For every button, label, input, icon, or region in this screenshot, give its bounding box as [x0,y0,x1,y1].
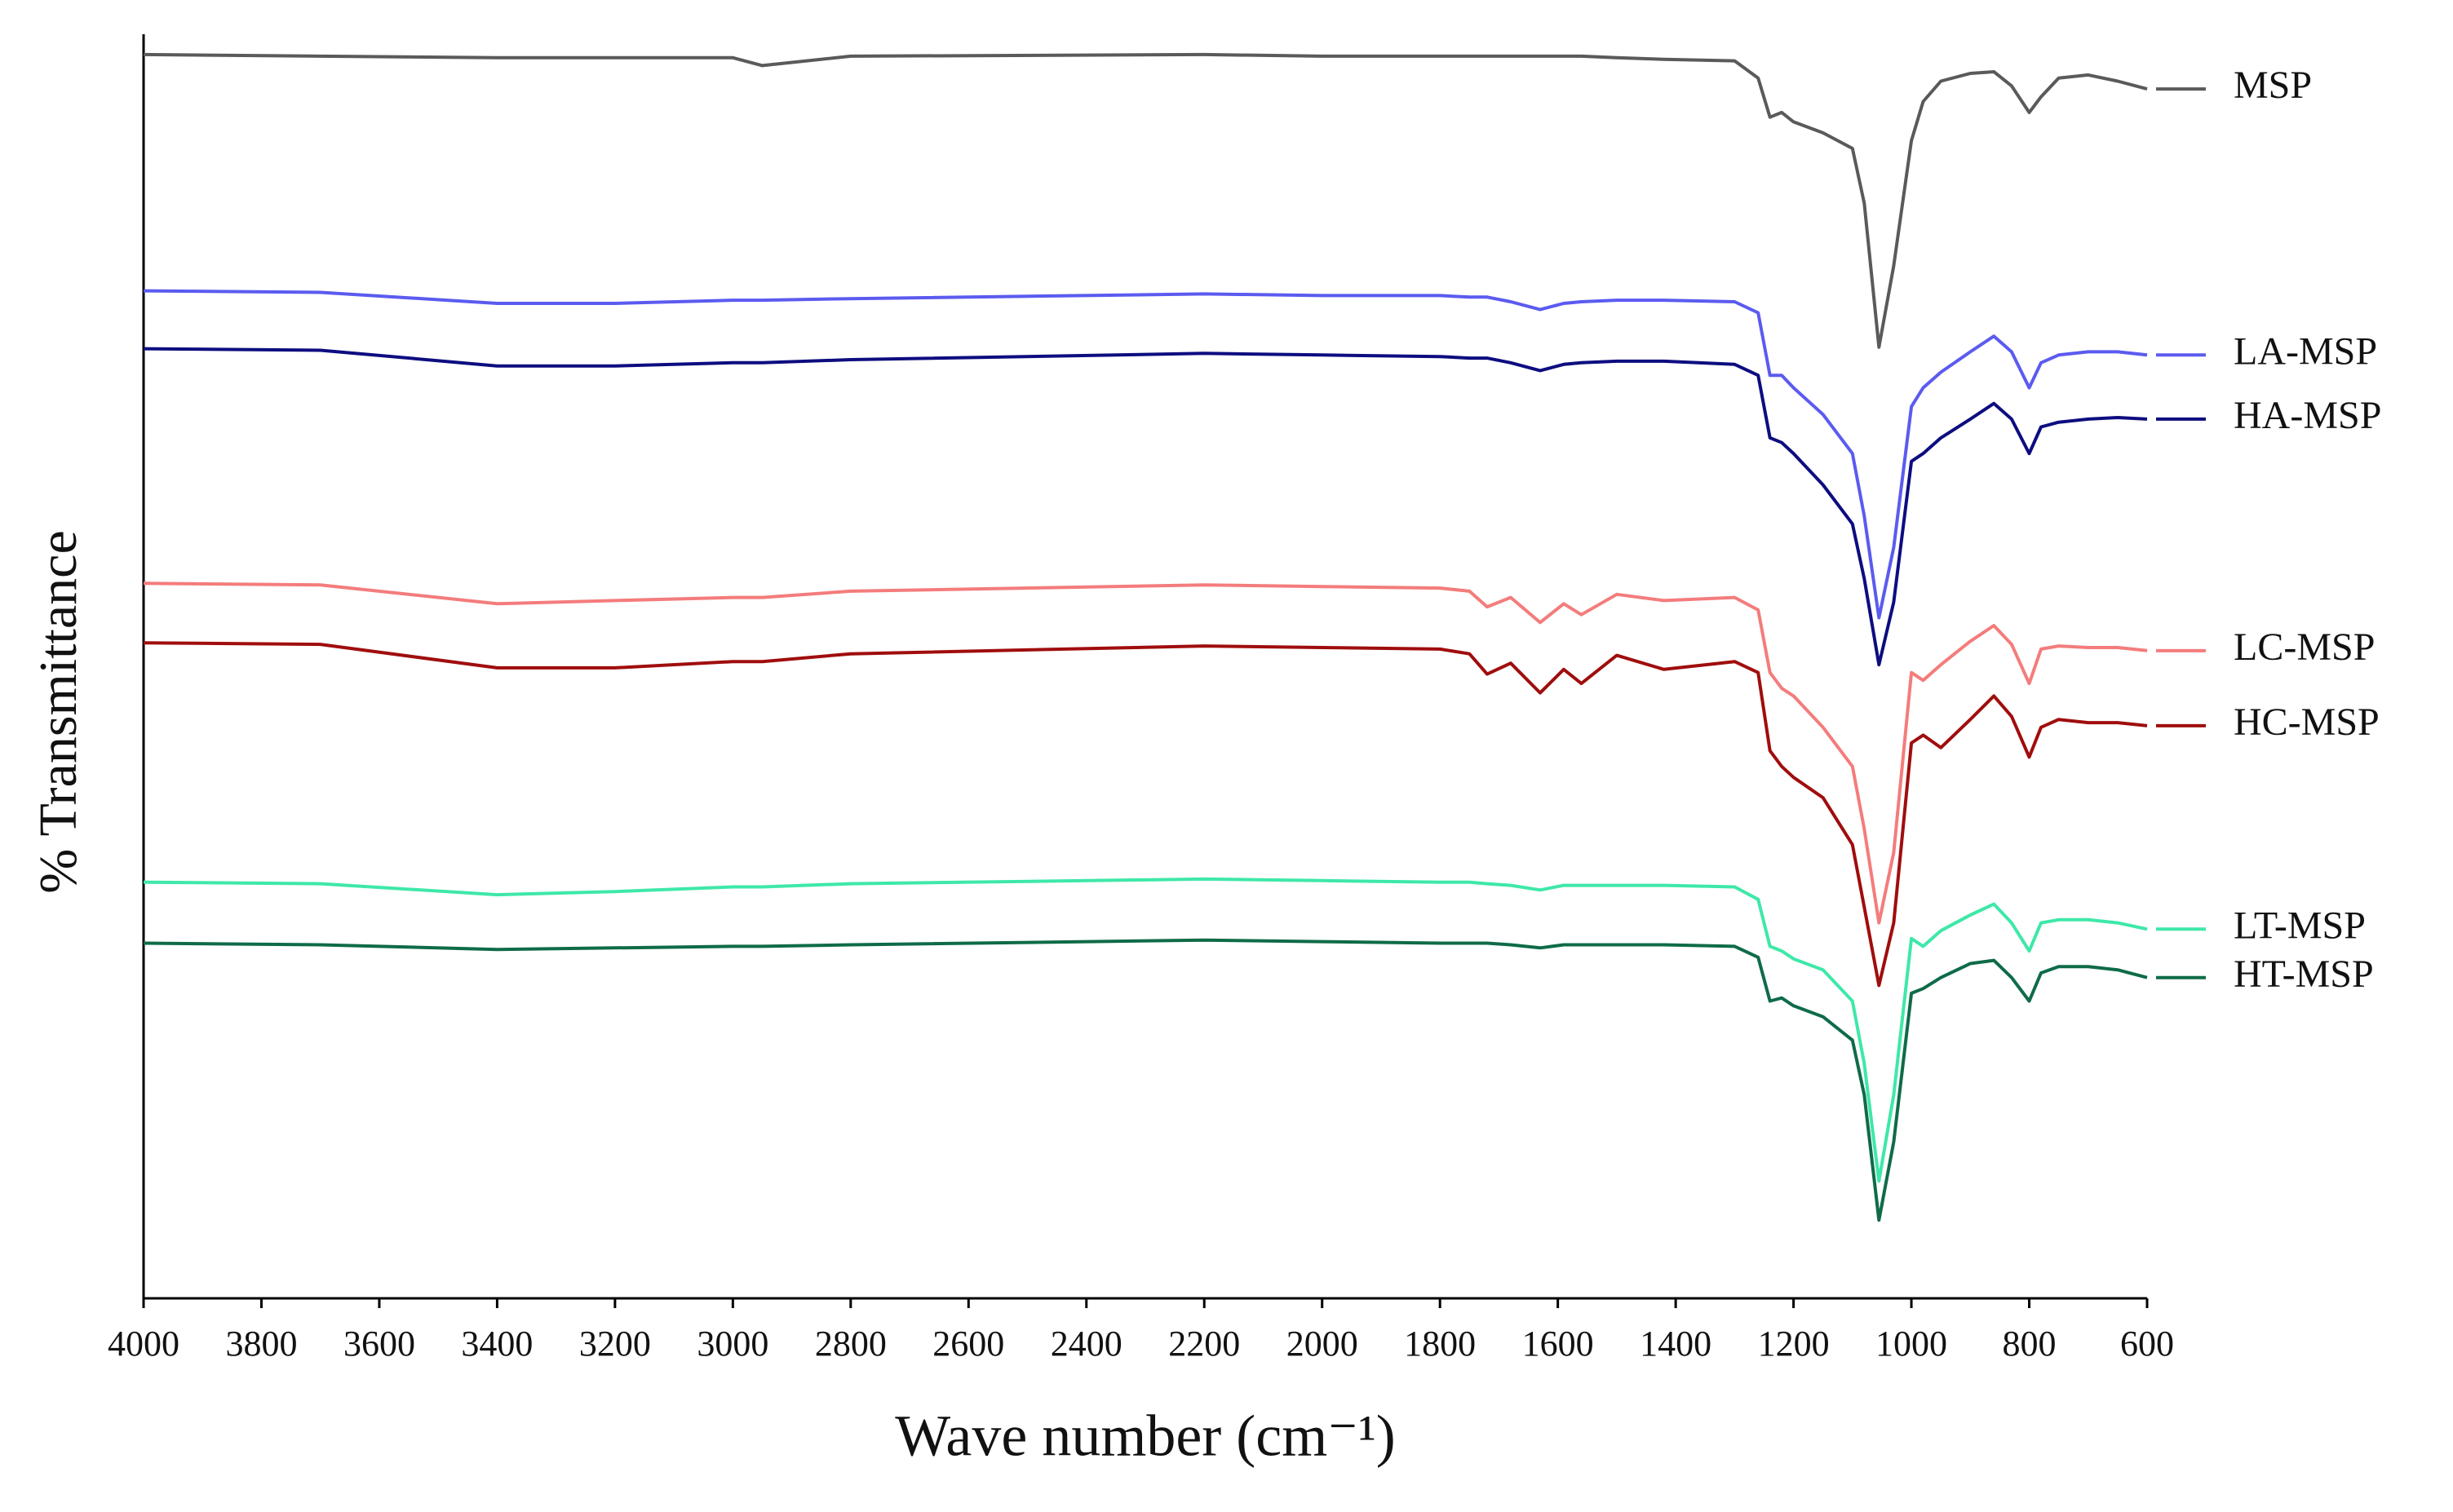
x-tick-label: 2400 [1051,1324,1122,1364]
y-axis-label: % Transmittance [29,530,88,893]
x-tick-label: 1600 [1522,1324,1594,1364]
x-tick-label: 1200 [1758,1324,1830,1364]
x-tick-label: 4000 [108,1324,179,1364]
spectrum-line [143,938,2148,1222]
x-tick-label: 1400 [1640,1324,1711,1364]
x-tick-label: 2000 [1286,1324,1358,1364]
x-tick-label: 3000 [697,1324,768,1364]
legend-label: HC-MSP [2234,701,2380,744]
x-tick-label: 1800 [1404,1324,1476,1364]
x-tick-label: 3600 [343,1324,415,1364]
x-tick-label: 2600 [932,1324,1004,1364]
legend-label: LT-MSP [2234,904,2366,947]
spectrum-line [143,347,2148,667]
x-tick-label: 3200 [579,1324,651,1364]
x-tick-label: 3400 [461,1324,533,1364]
x-tick-label: 800 [2003,1324,2057,1364]
x-tick-label: 2200 [1168,1324,1240,1364]
spectrum-line [143,289,2148,620]
x-axis-label: Wave number (cm⁻¹) [895,1404,1396,1469]
x-tick-label: 2800 [815,1324,887,1364]
legend-label: LC-MSP [2234,626,2375,669]
legend-label: HA-MSP [2234,394,2381,437]
legend-label: LA-MSP [2234,329,2377,373]
spectrum-line [143,877,2148,1183]
legend-label: MSP [2234,64,2312,107]
spectrum-line [143,641,2148,988]
x-tick-label: 600 [2120,1324,2174,1364]
legend-label: HT-MSP [2234,953,2374,996]
spectrum-line [143,581,2148,925]
x-tick-label: 1000 [1875,1324,1947,1364]
x-tick-label: 3800 [225,1324,297,1364]
spectrum-line [143,52,2148,349]
